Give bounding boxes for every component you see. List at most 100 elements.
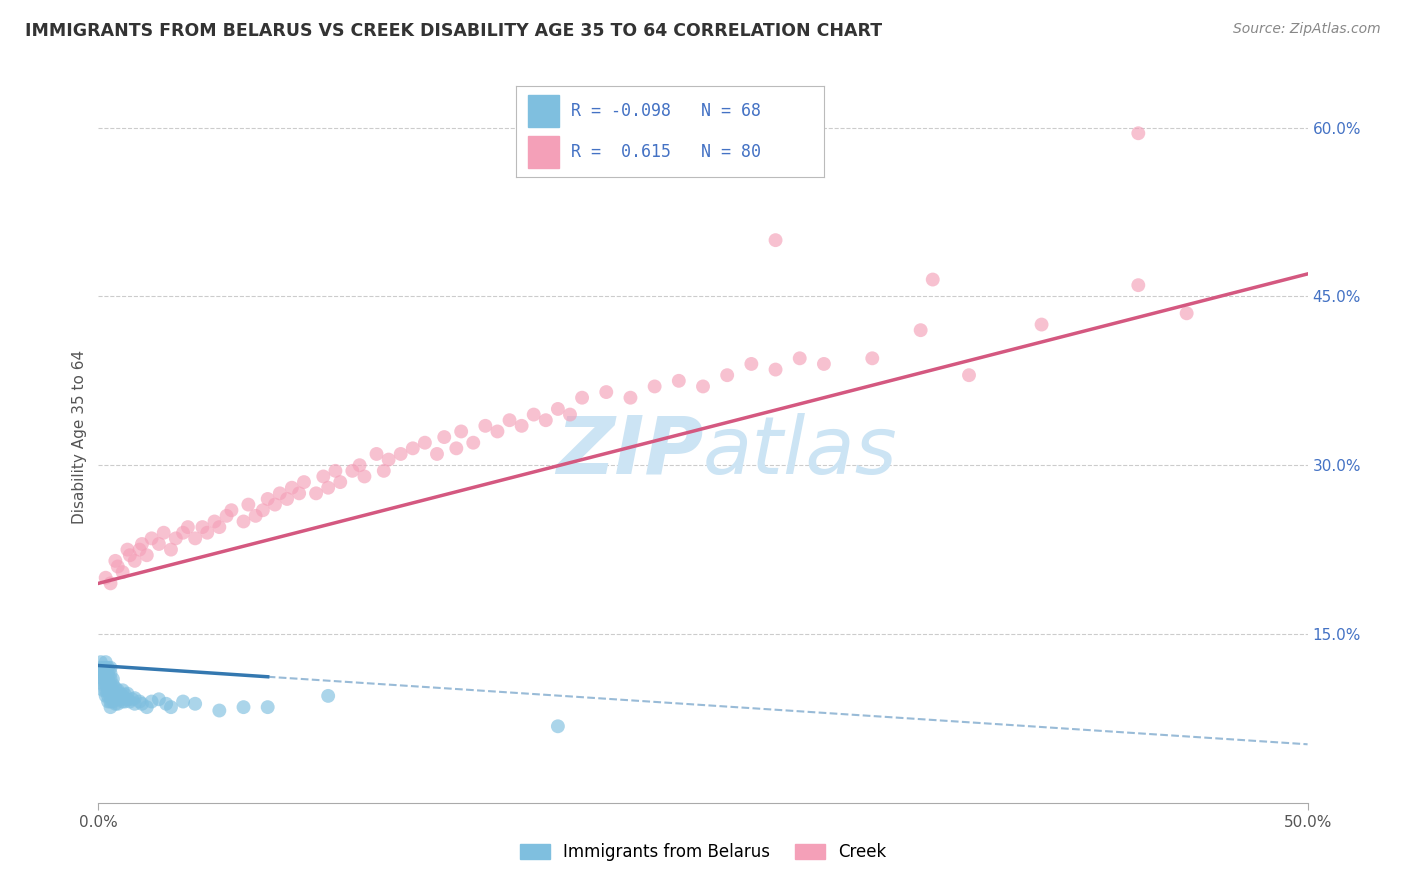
- Point: [107, 697, 129, 711]
- Point: [256, 700, 278, 714]
- Point: [215, 508, 238, 523]
- Point: [131, 697, 153, 711]
- Point: [329, 475, 352, 489]
- Point: [100, 683, 122, 698]
- Point: [1031, 318, 1053, 332]
- Point: [523, 408, 546, 422]
- Point: [547, 719, 569, 733]
- Point: [117, 692, 139, 706]
- Point: [813, 357, 835, 371]
- Point: [177, 520, 200, 534]
- Point: [121, 692, 143, 706]
- Point: [155, 697, 177, 711]
- Point: [910, 323, 932, 337]
- Point: [104, 697, 127, 711]
- Point: [269, 486, 291, 500]
- Point: [389, 447, 412, 461]
- Point: [238, 498, 260, 512]
- Point: [91, 661, 114, 675]
- Point: [107, 683, 129, 698]
- Text: ZIP: ZIP: [555, 413, 703, 491]
- Point: [373, 464, 395, 478]
- Point: [498, 413, 520, 427]
- Point: [97, 666, 120, 681]
- Point: [619, 391, 641, 405]
- Point: [131, 537, 153, 551]
- Point: [172, 525, 194, 540]
- Point: [100, 694, 122, 708]
- Point: [91, 672, 114, 686]
- Point: [288, 486, 311, 500]
- Point: [426, 447, 449, 461]
- Point: [94, 672, 117, 686]
- Point: [342, 464, 364, 478]
- Point: [232, 515, 254, 529]
- Point: [124, 691, 146, 706]
- Point: [366, 447, 388, 461]
- Point: [208, 520, 231, 534]
- Point: [141, 694, 163, 708]
- Point: [100, 678, 122, 692]
- Point: [97, 689, 120, 703]
- Point: [510, 418, 533, 433]
- Point: [94, 666, 117, 681]
- Point: [765, 233, 787, 247]
- Point: [486, 425, 509, 439]
- Point: [1128, 278, 1150, 293]
- Point: [377, 452, 399, 467]
- Point: [111, 694, 134, 708]
- Point: [97, 661, 120, 675]
- Point: [264, 498, 287, 512]
- Point: [450, 425, 472, 439]
- Point: [108, 692, 131, 706]
- Point: [91, 683, 114, 698]
- Point: [860, 351, 883, 366]
- Point: [91, 666, 114, 681]
- Point: [446, 442, 468, 456]
- Point: [204, 515, 226, 529]
- Point: [107, 559, 129, 574]
- Point: [305, 486, 328, 500]
- Point: [128, 694, 150, 708]
- Point: [100, 700, 122, 714]
- Point: [402, 442, 425, 456]
- Point: [160, 700, 183, 714]
- Point: [668, 374, 690, 388]
- Point: [101, 672, 124, 686]
- Point: [148, 692, 170, 706]
- Point: [252, 503, 274, 517]
- Legend: Immigrants from Belarus, Creek: Immigrants from Belarus, Creek: [513, 837, 893, 868]
- Point: [281, 481, 304, 495]
- Point: [94, 655, 117, 669]
- Point: [100, 661, 122, 675]
- Point: [100, 689, 122, 703]
- Point: [135, 700, 157, 714]
- Point: [558, 408, 581, 422]
- Point: [100, 576, 122, 591]
- Point: [90, 655, 112, 669]
- Point: [276, 491, 298, 506]
- Point: [104, 554, 127, 568]
- Point: [571, 391, 593, 405]
- Point: [316, 481, 339, 495]
- Point: [94, 661, 117, 675]
- Point: [111, 565, 134, 579]
- Point: [94, 689, 117, 703]
- Point: [94, 571, 117, 585]
- Point: [135, 548, 157, 562]
- Y-axis label: Disability Age 35 to 64: Disability Age 35 to 64: [72, 350, 87, 524]
- Point: [292, 475, 315, 489]
- Point: [208, 704, 231, 718]
- Point: [433, 430, 456, 444]
- Point: [114, 694, 136, 708]
- Point: [191, 520, 214, 534]
- Point: [1175, 306, 1198, 320]
- Point: [165, 532, 187, 546]
- Point: [789, 351, 811, 366]
- Point: [108, 687, 131, 701]
- Point: [104, 689, 127, 703]
- Point: [1128, 126, 1150, 140]
- Point: [152, 525, 174, 540]
- Point: [765, 362, 787, 376]
- Text: Source: ZipAtlas.com: Source: ZipAtlas.com: [1233, 22, 1381, 37]
